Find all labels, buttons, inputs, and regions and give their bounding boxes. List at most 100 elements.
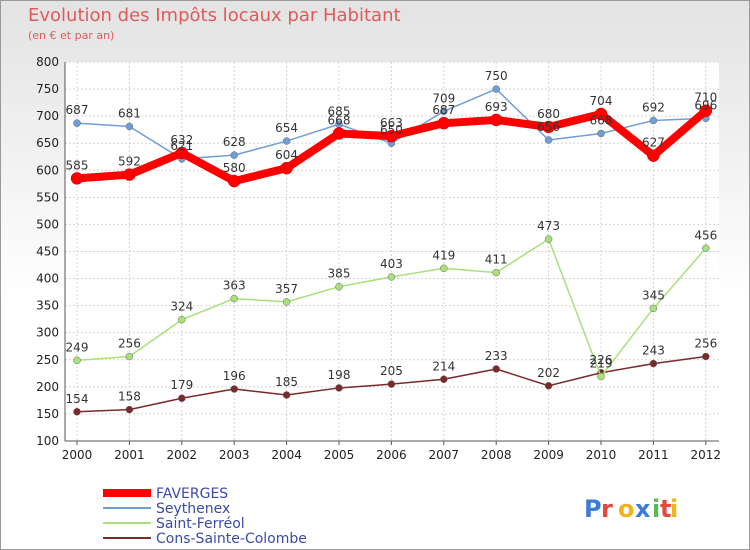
data-label: 693 bbox=[485, 100, 508, 114]
data-point bbox=[544, 235, 553, 243]
y-tick-label: 450 bbox=[36, 245, 59, 259]
data-label: 158 bbox=[118, 390, 141, 404]
data-point bbox=[125, 122, 134, 131]
data-label: 411 bbox=[485, 253, 508, 267]
data-point bbox=[178, 394, 186, 402]
data-label: 627 bbox=[642, 136, 665, 150]
data-label: 685 bbox=[328, 104, 351, 118]
data-label: 628 bbox=[223, 135, 246, 149]
x-tick-label: 2009 bbox=[533, 448, 564, 462]
legend: FAVERGESSeythenexSaint-FerréolCons-Saint… bbox=[103, 486, 307, 547]
data-label: 202 bbox=[537, 366, 560, 380]
legend-label: Saint-Ferréol bbox=[156, 516, 245, 532]
data-point bbox=[440, 107, 448, 116]
data-point bbox=[492, 85, 500, 93]
data-point bbox=[227, 174, 241, 188]
data-point bbox=[702, 244, 710, 253]
data-point bbox=[385, 129, 398, 143]
y-tick-label: 400 bbox=[36, 272, 59, 286]
chart-subtitle: (en € et par an) bbox=[28, 29, 115, 42]
data-label: 750 bbox=[485, 69, 508, 83]
data-label: 214 bbox=[432, 359, 455, 373]
data-label: 663 bbox=[380, 116, 403, 130]
data-label: 681 bbox=[118, 106, 141, 120]
data-label: 680 bbox=[537, 107, 560, 121]
data-label: 709 bbox=[432, 91, 455, 105]
x-tick-label: 2010 bbox=[586, 448, 617, 462]
data-point bbox=[70, 172, 84, 185]
x-tick-label: 2011 bbox=[638, 448, 669, 462]
data-point bbox=[125, 405, 134, 414]
data-point bbox=[594, 107, 608, 121]
data-label: 704 bbox=[590, 94, 613, 108]
data-label: 585 bbox=[66, 158, 89, 172]
data-label: 345 bbox=[642, 288, 665, 302]
x-tick-label: 2005 bbox=[324, 448, 355, 462]
data-point bbox=[649, 116, 658, 125]
data-point bbox=[544, 136, 553, 144]
x-tick-label: 2004 bbox=[271, 448, 302, 462]
data-label: 256 bbox=[118, 337, 141, 351]
data-label: 696 bbox=[694, 98, 717, 112]
data-label: 710 bbox=[694, 91, 717, 105]
data-point bbox=[282, 137, 291, 145]
x-tick-label: 2001 bbox=[114, 448, 145, 462]
data-point bbox=[649, 359, 658, 368]
x-tick-label: 2002 bbox=[167, 448, 198, 462]
data-label: 249 bbox=[66, 340, 89, 354]
data-label: 604 bbox=[275, 148, 298, 162]
data-point bbox=[335, 384, 343, 392]
y-tick-label: 700 bbox=[36, 109, 59, 123]
axes: 100 150 200 250 300 350 400 450 500 550 600 650 700 7… bbox=[36, 55, 721, 462]
data-point bbox=[544, 382, 553, 390]
data-label: 198 bbox=[328, 368, 351, 382]
data-label: 403 bbox=[380, 257, 403, 271]
data-point bbox=[597, 372, 605, 381]
data-point bbox=[73, 408, 81, 416]
y-tick-label: 550 bbox=[36, 190, 59, 204]
data-label: 324 bbox=[170, 300, 193, 314]
data-point bbox=[125, 352, 134, 361]
y-tick-label: 500 bbox=[36, 217, 59, 231]
logo-letter: P bbox=[584, 495, 602, 523]
data-label: 385 bbox=[328, 267, 351, 281]
data-point bbox=[387, 273, 396, 281]
data-point bbox=[492, 268, 500, 277]
data-point bbox=[73, 356, 81, 365]
y-tick-label: 750 bbox=[36, 82, 59, 96]
data-point bbox=[440, 264, 448, 273]
data-point bbox=[440, 375, 448, 384]
logo-letter: x bbox=[635, 495, 651, 523]
logo-letter: i bbox=[652, 495, 660, 523]
data-label: 456 bbox=[694, 228, 717, 242]
data-point bbox=[437, 116, 451, 130]
y-tick-label: 250 bbox=[36, 353, 59, 367]
data-point bbox=[230, 385, 238, 393]
y-tick-label: 650 bbox=[36, 136, 59, 150]
data-label: 668 bbox=[590, 113, 613, 127]
data-label: 226 bbox=[590, 353, 613, 367]
data-label: 185 bbox=[275, 375, 298, 389]
data-label: 632 bbox=[170, 133, 193, 147]
data-point bbox=[280, 161, 293, 175]
data-point bbox=[492, 365, 500, 373]
logo-letter: t bbox=[660, 495, 671, 523]
logo-letter: o bbox=[618, 495, 635, 523]
data-point bbox=[387, 380, 396, 388]
data-point bbox=[123, 168, 136, 181]
data-label: 219 bbox=[590, 357, 613, 371]
y-tick-label: 600 bbox=[36, 163, 59, 177]
y-tick-label: 100 bbox=[36, 434, 59, 448]
data-label: 687 bbox=[432, 103, 455, 117]
data-point bbox=[178, 315, 186, 324]
data-point bbox=[699, 104, 713, 117]
chart-title: Evolution des Impôts locaux par Habitant bbox=[28, 5, 401, 26]
data-label: 243 bbox=[642, 344, 665, 358]
data-label: 473 bbox=[537, 219, 560, 233]
data-label: 363 bbox=[223, 279, 246, 293]
data-label: 357 bbox=[275, 282, 298, 296]
data-label: 233 bbox=[485, 349, 508, 363]
legend-label: Seythenex bbox=[156, 501, 230, 517]
